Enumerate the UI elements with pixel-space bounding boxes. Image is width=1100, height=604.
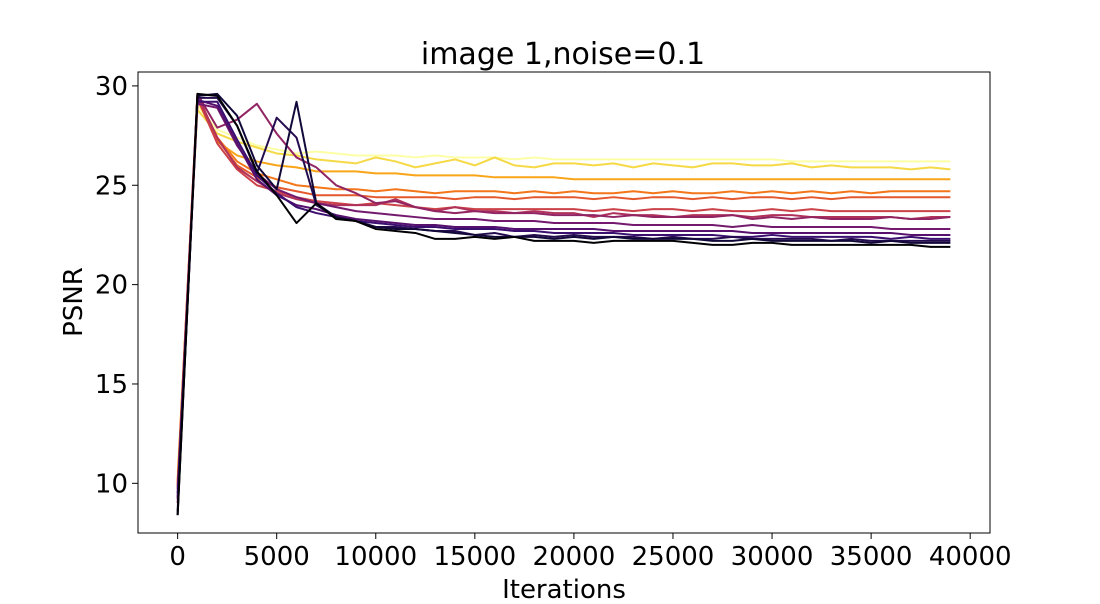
series-line-8 (176, 92, 951, 504)
x-axis-label: Iterations (502, 575, 626, 600)
x-axis-ticks: 0 5000 10000 15000 20000 25000 30000 35000 40000 (169, 533, 1012, 572)
y-axis-label: PSNR (59, 267, 89, 337)
x-tick-label-4: 20000 (533, 542, 616, 572)
series-line-11 (176, 100, 951, 494)
series-line-9 (176, 102, 951, 500)
x-tick-label-6: 30000 (731, 542, 814, 572)
series-line-13 (176, 92, 951, 516)
x-tick-label-0: 0 (169, 542, 186, 572)
x-tick-label-1: 5000 (244, 542, 310, 572)
series-line-4 (176, 94, 951, 482)
series-line-10 (176, 98, 951, 498)
y-tick-label-1: 15 (95, 370, 128, 400)
y-tick-label-2: 20 (95, 271, 128, 301)
y-tick-label-4: 30 (95, 72, 128, 102)
y-axis-ticks: 10 15 20 25 30 (95, 72, 138, 499)
series-layer (176, 92, 951, 516)
series-line-14 (176, 92, 951, 516)
x-tick-label-5: 25000 (632, 542, 715, 572)
x-tick-label-3: 15000 (433, 542, 516, 572)
chart-title: image 1,noise=0.1 (421, 37, 705, 72)
y-tick-label-0: 10 (95, 469, 128, 499)
x-tick-label-7: 35000 (830, 542, 913, 572)
y-tick-label-3: 25 (95, 171, 128, 201)
x-tick-label-2: 10000 (334, 542, 417, 572)
x-tick-label-8: 40000 (929, 542, 1012, 572)
plot-area (137, 71, 991, 534)
series-line-5 (176, 92, 951, 486)
